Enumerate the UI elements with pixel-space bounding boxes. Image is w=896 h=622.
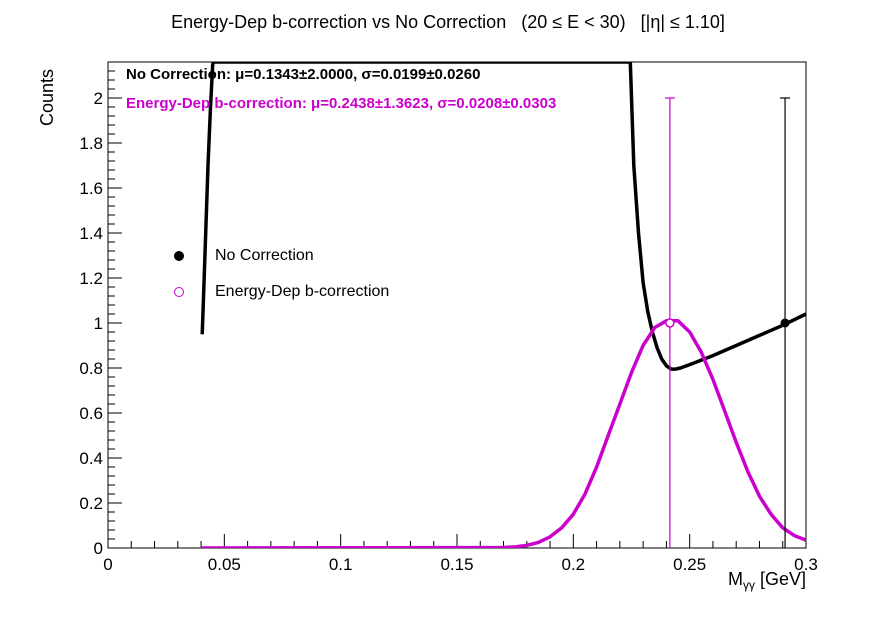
stat-no-correction: No Correction: μ=0.1343±2.0000, σ=0.0199… [126,66,481,83]
x-tick-label: 0.15 [440,555,473,574]
y-tick-label: 1 [94,314,103,333]
y-tick-label: 0.2 [79,494,103,513]
stat-energy-dep: Energy-Dep b-correction: μ=0.2438±1.3623… [126,95,557,112]
x-tick-label: 0.3 [794,555,818,574]
y-tick-label: 0.6 [79,404,103,423]
fit-curve-energy-dep [201,319,806,548]
legend-label-no-correction: No Correction [215,247,314,264]
x-axis-label-sub: γγ [742,578,755,592]
y-tick-label: 1.8 [79,134,103,153]
y-axis-label: Counts [37,68,57,126]
y-tick-label: 0.8 [79,359,103,378]
y-tick-label: 0.4 [79,449,103,468]
data-point-no-correction [780,318,790,328]
y-tick-label: 1.6 [79,179,103,198]
y-tick-label: 1.2 [79,269,103,288]
y-tick-label: 1.4 [79,224,103,243]
y-tick-label: 2 [94,89,103,108]
plot-frame [107,61,807,549]
legend-marker-open-circle-icon [174,287,184,297]
fit-curve-no-correction [200,62,806,371]
x-tick-label: 0.2 [562,555,586,574]
y-tick-label: 0 [94,539,103,558]
x-axis-label-unit: [GeV] [754,569,806,589]
x-tick-label: 0.05 [208,555,241,574]
x-axis-label-main: M [727,569,743,589]
data-point-energy-dep [665,318,675,328]
chart-title: Energy-Dep b-correction vs No Correction… [171,12,725,32]
x-tick-label: 0.1 [329,555,353,574]
x-tick-label: 0.25 [673,555,706,574]
legend-label-energy-dep: Energy-Dep b-correction [215,283,390,300]
x-axis-label: Mγγ [GeV] [728,569,806,592]
x-tick-label: 0 [103,555,112,574]
legend-marker-filled-circle-icon [174,251,184,261]
